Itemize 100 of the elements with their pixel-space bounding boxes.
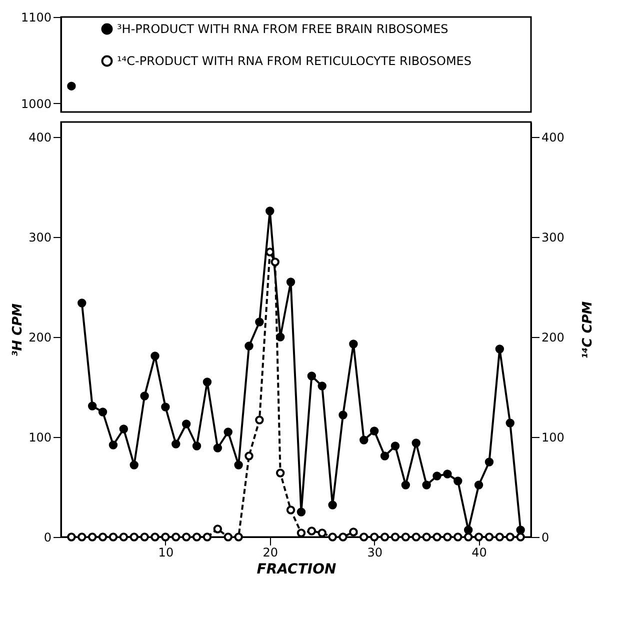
point	[182, 532, 191, 542]
point	[150, 352, 160, 360]
legend-label: ¹⁴C-PRODUCT WITH RNA FROM RETICULOCYTE RIBOSOMES	[117, 54, 472, 68]
point	[454, 476, 462, 486]
point	[224, 532, 232, 542]
point	[474, 532, 484, 542]
point	[276, 468, 285, 478]
point	[370, 532, 379, 542]
point	[495, 532, 504, 542]
point	[119, 532, 128, 542]
point	[172, 532, 180, 542]
point	[202, 532, 212, 542]
point	[161, 402, 170, 412]
y-tick-label: 300	[28, 230, 52, 244]
point	[108, 440, 118, 450]
y-tick-label: 1000	[20, 96, 52, 111]
point	[380, 532, 390, 542]
y-tick-label: 1100	[20, 10, 52, 24]
point	[484, 532, 494, 542]
point	[286, 506, 296, 514]
point	[318, 528, 326, 538]
point	[234, 460, 243, 470]
point	[192, 442, 202, 450]
point	[119, 424, 128, 434]
point	[150, 532, 160, 542]
point	[78, 532, 86, 542]
y2-tick-label: 100	[542, 430, 564, 444]
point	[78, 298, 86, 308]
point	[338, 410, 348, 420]
point	[244, 452, 254, 460]
x-axis-title: FRACTION	[256, 562, 336, 578]
point	[328, 500, 337, 510]
y-tick-label: 0	[44, 530, 52, 544]
point	[108, 532, 118, 542]
point	[244, 342, 254, 350]
point	[380, 452, 390, 460]
point	[296, 508, 306, 516]
point	[98, 532, 108, 542]
point	[454, 532, 462, 542]
x-tick-label: 20	[262, 546, 278, 560]
point	[182, 420, 191, 428]
point	[390, 532, 400, 542]
point	[67, 532, 76, 542]
point	[422, 532, 431, 542]
point	[255, 416, 264, 424]
point	[412, 532, 420, 542]
point	[464, 532, 473, 542]
point	[318, 382, 326, 390]
point	[516, 526, 525, 534]
point	[516, 532, 525, 542]
point	[307, 372, 316, 380]
point	[474, 480, 484, 490]
y-axis-title: ³H CPM	[10, 303, 26, 357]
point	[443, 470, 452, 478]
y2-axis-title: ¹⁴C CPM	[580, 301, 596, 359]
point	[495, 344, 504, 354]
point	[432, 472, 442, 480]
point	[255, 318, 264, 326]
point	[130, 460, 138, 470]
point	[286, 278, 296, 286]
point	[88, 402, 97, 410]
point	[213, 444, 222, 452]
x-tick-label: 40	[472, 546, 487, 560]
point	[296, 528, 306, 538]
point	[98, 408, 108, 416]
point	[422, 480, 431, 490]
point	[140, 532, 149, 542]
point	[266, 206, 274, 216]
point	[224, 428, 232, 436]
point	[370, 426, 379, 436]
point	[506, 532, 514, 542]
point	[412, 438, 420, 448]
x-tick-label: 30	[367, 546, 382, 560]
point	[360, 532, 368, 542]
point	[192, 532, 202, 542]
point	[266, 248, 274, 256]
point	[213, 524, 222, 534]
point	[464, 526, 473, 534]
point	[360, 436, 368, 444]
point	[401, 480, 410, 490]
point	[401, 532, 410, 542]
point	[338, 532, 348, 542]
point	[270, 258, 280, 266]
y-tick-label: 400	[28, 130, 52, 144]
point	[130, 532, 138, 542]
y2-tick-label: 300	[542, 230, 564, 244]
point	[172, 440, 180, 448]
point	[349, 528, 358, 536]
point	[349, 340, 358, 348]
point	[234, 532, 243, 542]
y2-tick-label: 200	[542, 330, 564, 344]
x-tick-label: 10	[158, 546, 174, 560]
y2-tick-label: 0	[542, 530, 550, 544]
point	[328, 532, 337, 542]
y2-tick-label: 400	[542, 130, 564, 144]
point	[88, 532, 97, 542]
point	[202, 378, 212, 386]
point	[307, 526, 316, 536]
point	[506, 418, 514, 428]
legend-label: ³H-PRODUCT WITH RNA FROM FREE BRAIN RIBOSOMES	[117, 22, 448, 36]
